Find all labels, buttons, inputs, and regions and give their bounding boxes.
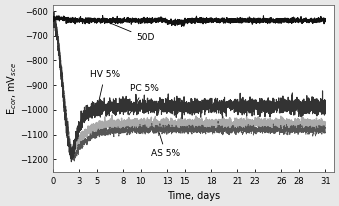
Y-axis label: E$_{cor}$, mV$_{sce}$: E$_{cor}$, mV$_{sce}$: [5, 62, 19, 115]
X-axis label: Time, days: Time, days: [167, 191, 220, 201]
Text: PC 5%: PC 5%: [129, 84, 159, 115]
Text: HV 5%: HV 5%: [90, 70, 120, 107]
Text: AS 5%: AS 5%: [151, 133, 180, 158]
Text: 50D: 50D: [108, 22, 155, 42]
